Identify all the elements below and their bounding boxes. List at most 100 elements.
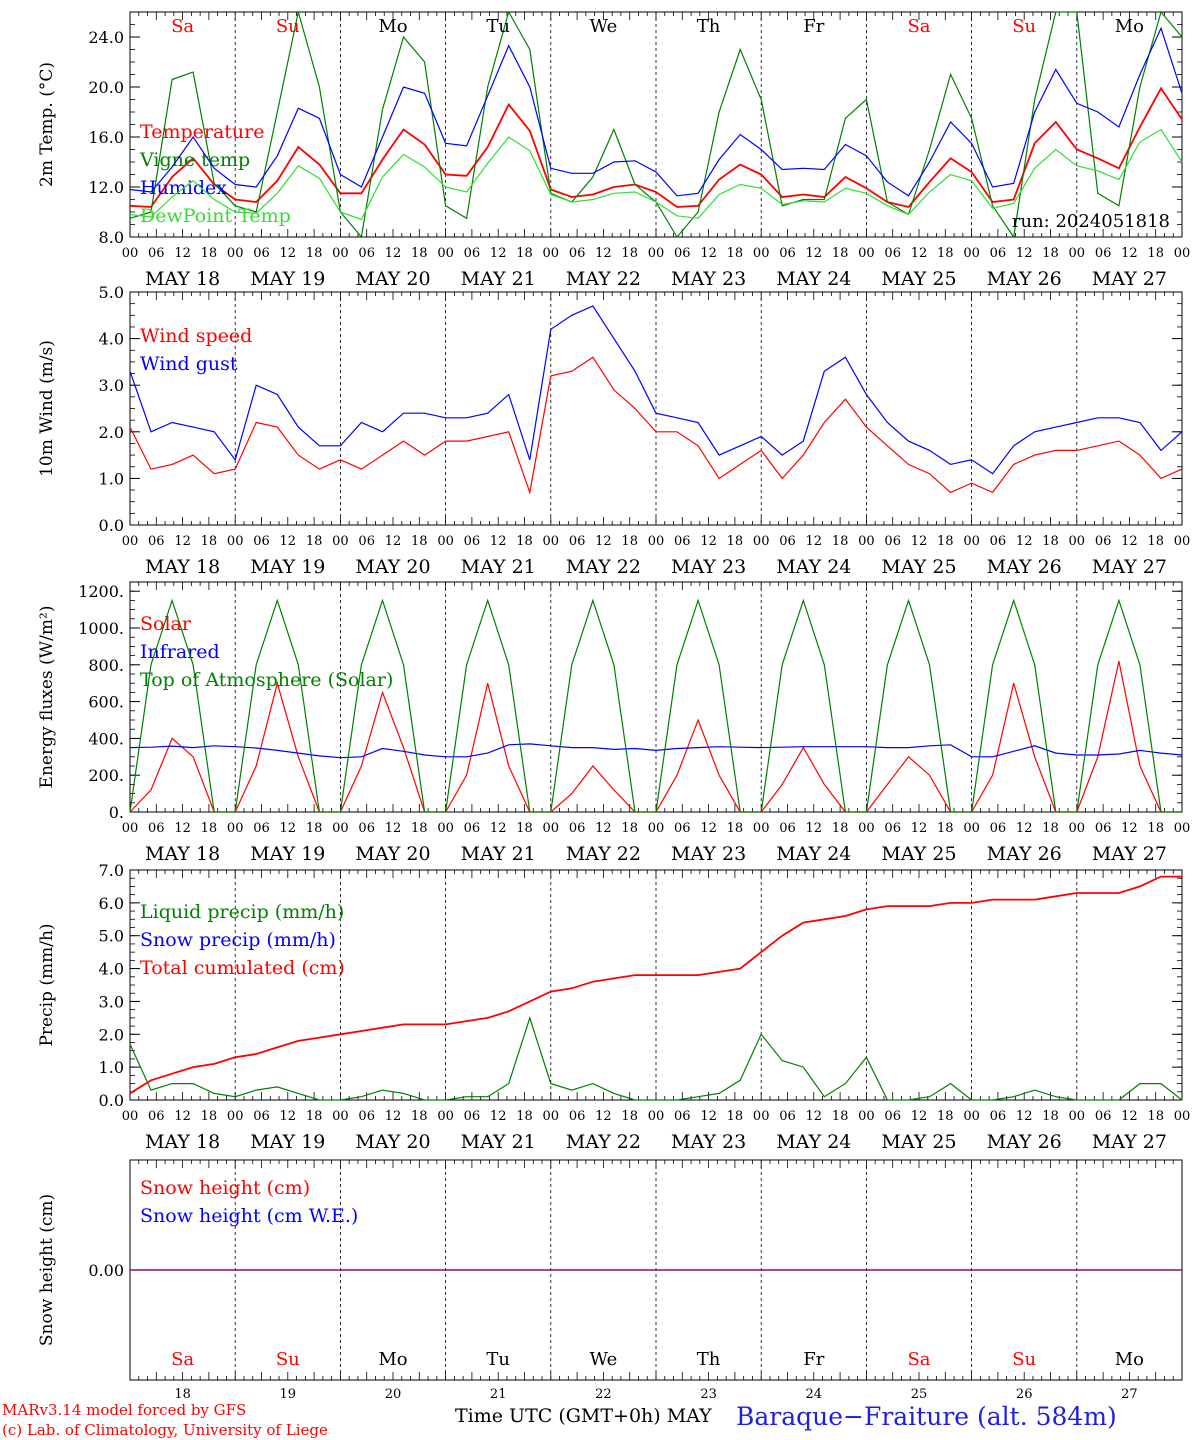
hour-label: 18 <box>411 534 428 549</box>
y-tick-label: 3.0 <box>99 992 124 1011</box>
hour-label: 18 <box>832 534 849 549</box>
hour-label: 00 <box>858 534 875 549</box>
weekday-label: Mo <box>1115 1349 1144 1370</box>
hour-label: 18 <box>621 246 638 261</box>
hour-label: 12 <box>385 534 402 549</box>
date-label: MAY 22 <box>566 268 641 290</box>
hour-label: 12 <box>385 246 402 261</box>
hour-label: 18 <box>201 246 218 261</box>
hour-label: 06 <box>884 246 901 261</box>
hour-label: 00 <box>1174 821 1191 836</box>
hour-label: 00 <box>1069 246 1086 261</box>
weekday-label: Sa <box>907 1349 930 1370</box>
hour-label: 18 <box>411 246 428 261</box>
hour-label: 06 <box>884 534 901 549</box>
y-tick-label: 2.0 <box>99 423 124 442</box>
date-label: MAY 21 <box>461 843 536 865</box>
hour-label: 00 <box>437 1109 454 1124</box>
hour-label: 12 <box>595 1109 612 1124</box>
hour-label: 00 <box>1069 821 1086 836</box>
y-tick-label: 0.0 <box>99 516 124 535</box>
hour-label: 12 <box>806 534 823 549</box>
hour-label: 06 <box>148 534 165 549</box>
hour-label: 12 <box>174 534 191 549</box>
y-tick-label: 16.0 <box>88 128 124 147</box>
hour-label: 12 <box>490 246 507 261</box>
hour-label: 12 <box>1121 246 1138 261</box>
panel-snow: 0.00 Snow height (cm) Snow height (cm) Snow… <box>37 1159 1183 1400</box>
hour-label: 00 <box>858 821 875 836</box>
day-number-label: 22 <box>595 1387 612 1400</box>
y-axis-label: Energy fluxes (W/m²) <box>37 606 57 789</box>
hour-label: 06 <box>674 534 691 549</box>
hour-label: 00 <box>1174 1109 1191 1124</box>
hour-label: 00 <box>543 1109 560 1124</box>
hour-label: 12 <box>911 821 928 836</box>
hour-label: 18 <box>832 246 849 261</box>
hour-label: 06 <box>990 534 1007 549</box>
legend-top-of-atmosphere-solar: Top of Atmosphere (Solar) <box>140 669 393 691</box>
model-credit: MARv3.14 model forced by GFS <box>2 1401 247 1419</box>
time-axis-label: Time UTC (GMT+0h) <box>455 1405 661 1427</box>
hour-label: 12 <box>1121 821 1138 836</box>
hour-label: 06 <box>674 246 691 261</box>
y-tick-label: 600. <box>88 693 124 712</box>
date-label: MAY 19 <box>250 268 325 290</box>
day-number-label: 18 <box>174 1387 191 1400</box>
hour-label: 06 <box>464 246 481 261</box>
hour-label: 18 <box>832 1109 849 1124</box>
hour-label: 18 <box>516 246 533 261</box>
date-label: MAY 20 <box>355 1131 430 1153</box>
hour-label: 12 <box>1016 1109 1033 1124</box>
hour-label: 12 <box>1121 534 1138 549</box>
hour-label: 18 <box>1147 534 1164 549</box>
hour-label: 06 <box>1095 534 1112 549</box>
hour-label: 18 <box>1147 246 1164 261</box>
date-label: MAY 27 <box>1092 268 1167 290</box>
hour-label: 00 <box>648 246 665 261</box>
y-tick-label: 5.0 <box>99 283 124 302</box>
hour-label: 18 <box>727 246 744 261</box>
hour-label: 18 <box>1042 1109 1059 1124</box>
date-label: MAY 21 <box>461 556 536 578</box>
date-label: MAY 23 <box>671 843 746 865</box>
hour-label: 06 <box>990 246 1007 261</box>
day-number-label: 20 <box>385 1387 402 1400</box>
hour-label: 12 <box>595 534 612 549</box>
date-label: MAY 24 <box>776 1131 851 1153</box>
hour-label: 00 <box>648 1109 665 1124</box>
hour-label: 12 <box>806 246 823 261</box>
hour-label: 06 <box>253 534 270 549</box>
footer-credits: MARv3.14 model forced by GFS (c) Lab. of… <box>2 1400 328 1440</box>
hour-label: 06 <box>148 1109 165 1124</box>
hour-label: 06 <box>358 821 375 836</box>
hour-label: 06 <box>674 1109 691 1124</box>
date-label: MAY 27 <box>1092 1131 1167 1153</box>
weekday-label: Fr <box>803 1349 824 1370</box>
date-label: MAY 19 <box>250 843 325 865</box>
y-tick-label: 7.0 <box>99 861 124 880</box>
weekday-label: Tu <box>486 1349 510 1370</box>
y-tick-label: 1.0 <box>99 1058 124 1077</box>
hour-label: 12 <box>911 246 928 261</box>
y-tick-label: 8.0 <box>99 228 124 247</box>
date-label: MAY 23 <box>671 268 746 290</box>
hour-label: 12 <box>1016 821 1033 836</box>
hour-label: 18 <box>411 821 428 836</box>
legend-snow-height-cm-w-e: Snow height (cm W.E.) <box>140 1205 358 1227</box>
hour-label: 12 <box>490 534 507 549</box>
hour-label: 18 <box>306 246 323 261</box>
run-label: run: 2024051818 <box>1012 211 1170 232</box>
hour-label: 18 <box>621 1109 638 1124</box>
hour-label: 00 <box>753 534 770 549</box>
legend-vigne-temp: Vigne temp <box>139 149 250 171</box>
y-tick-label: 12.0 <box>88 178 124 197</box>
hour-label: 00 <box>963 821 980 836</box>
hour-label: 00 <box>332 821 349 836</box>
series-line-temperature <box>129 86 1183 209</box>
y-tick-label: 24.0 <box>88 28 124 47</box>
hour-label: 12 <box>174 821 191 836</box>
date-label: MAY 18 <box>145 843 220 865</box>
hour-label: 06 <box>253 246 270 261</box>
hour-label: 06 <box>253 821 270 836</box>
